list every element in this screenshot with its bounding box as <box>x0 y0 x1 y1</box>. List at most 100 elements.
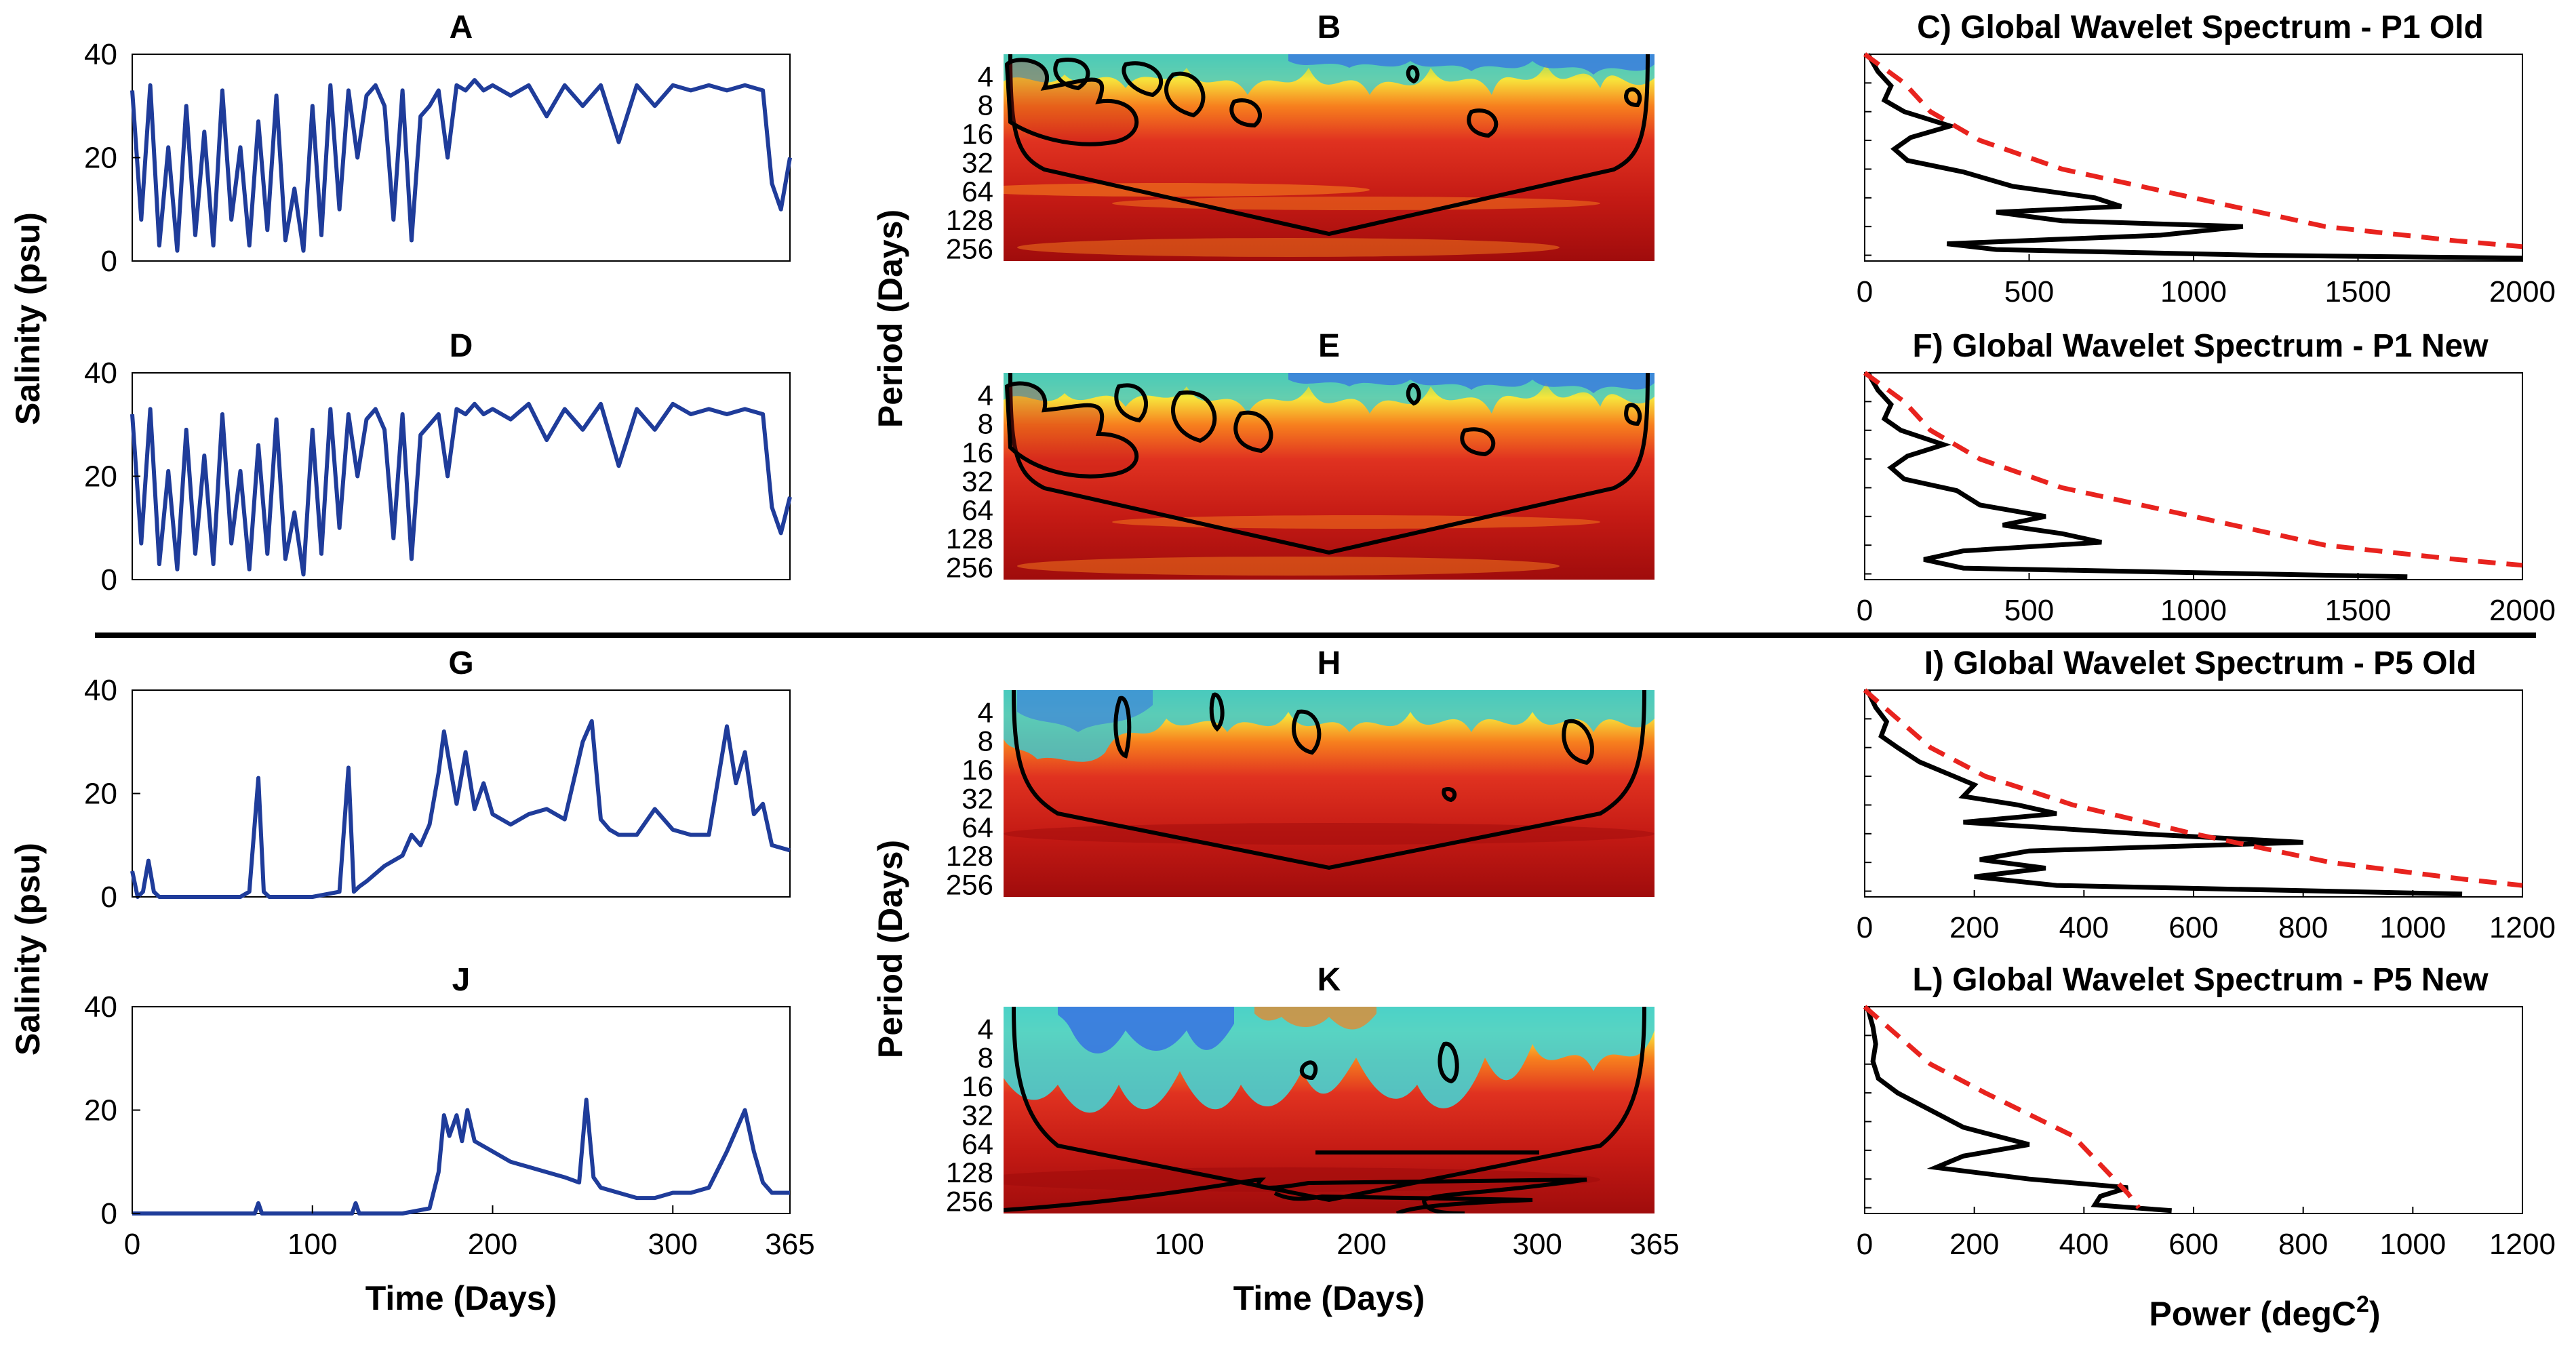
ytick-h-64: 64 <box>962 811 993 843</box>
series-g-salinity <box>130 719 791 899</box>
ytick-k-256: 256 <box>946 1186 993 1218</box>
ytick-b-256: 256 <box>946 233 993 265</box>
sig-contour-B-5 <box>1229 98 1262 128</box>
sig-contour-B-7 <box>1406 65 1420 84</box>
sig-contour-E-4 <box>1233 410 1273 454</box>
coi-E <box>1008 373 1650 555</box>
ytick-d-0: 0 <box>101 563 117 597</box>
series-i-significance <box>1863 688 2523 888</box>
ytick-g-20: 20 <box>84 778 117 811</box>
title-e: E <box>1318 328 1340 364</box>
xtick-l-400: 400 <box>2059 1228 2109 1261</box>
ytick-h-128: 128 <box>946 840 993 872</box>
ytick-h-8: 8 <box>978 725 993 757</box>
xtick-j-200: 200 <box>468 1228 517 1261</box>
ytick-j-0: 0 <box>101 1197 117 1230</box>
ytick-e-8: 8 <box>978 408 993 440</box>
sig-contour-K-2 <box>1438 1041 1459 1084</box>
time-xlabel-mid: Time (Days) <box>1233 1279 1425 1317</box>
xtick-c-2000: 2000 <box>2489 275 2556 308</box>
xtick-i-800: 800 <box>2278 911 2328 944</box>
sig-contour-B-2 <box>1053 58 1090 91</box>
sig-contour-H <box>1113 696 1132 759</box>
xtick-l-0: 0 <box>1857 1228 1873 1261</box>
title-g: G <box>448 645 473 681</box>
xtick-l-1200: 1200 <box>2489 1228 2556 1261</box>
xtick-k-300: 300 <box>1512 1228 1562 1261</box>
ytick-j-20: 20 <box>84 1094 117 1127</box>
frame-d <box>132 372 791 580</box>
xtick-f-500: 500 <box>2004 594 2054 627</box>
title-l: L) Global Wavelet Spectrum - P5 New <box>1912 962 2489 998</box>
xtick-f-2000: 2000 <box>2489 594 2556 627</box>
period-ylabel-top: Period (Days) <box>871 209 909 428</box>
sig-contour-B <box>1004 58 1139 146</box>
power-xlabel-sup: 2 <box>2356 1291 2369 1317</box>
xtick-i-400: 400 <box>2059 911 2109 944</box>
sig-contour-B-3 <box>1122 61 1164 98</box>
xtick-i-0: 0 <box>1857 911 1873 944</box>
title-a: A <box>450 9 473 45</box>
sig-contour-H-2 <box>1209 692 1225 732</box>
xtick-j-0: 0 <box>124 1228 140 1261</box>
series-a-salinity <box>130 78 792 253</box>
series-c-significance <box>1863 52 2523 249</box>
sig-contour-E-3 <box>1171 390 1217 443</box>
xtick-i-1200: 1200 <box>2489 911 2556 944</box>
sig-contour-H-5 <box>1442 787 1457 803</box>
title-b: B <box>1317 9 1341 45</box>
coi-H <box>1012 690 1646 870</box>
xtick-f-1000: 1000 <box>2160 594 2227 627</box>
ytick-e-32: 32 <box>962 465 993 497</box>
xtick-k-365: 365 <box>1629 1228 1679 1261</box>
ytick-b-16: 16 <box>962 118 993 150</box>
xtick-c-1000: 1000 <box>2160 275 2227 308</box>
xtick-j-100: 100 <box>288 1228 337 1261</box>
xtick-i-200: 200 <box>1949 911 1999 944</box>
power-xlabel-suffix: ) <box>2369 1295 2381 1333</box>
ytick-k-16: 16 <box>962 1070 993 1102</box>
sig-contour-B-8 <box>1624 87 1642 108</box>
period-ylabel-bottom: Period (Days) <box>871 840 909 1058</box>
ytick-g-40: 40 <box>84 674 117 707</box>
series-l-power <box>1865 1006 2172 1213</box>
ytick-j-40: 40 <box>84 990 117 1024</box>
xtick-c-1500: 1500 <box>2325 275 2392 308</box>
title-i: I) Global Wavelet Spectrum - P5 Old <box>1924 645 2476 681</box>
frame-g <box>132 689 791 898</box>
ytick-h-256: 256 <box>946 869 993 901</box>
ytick-b-128: 128 <box>946 204 993 236</box>
frame-a <box>132 54 791 262</box>
ytick-k-128: 128 <box>946 1157 993 1188</box>
xtick-f-1500: 1500 <box>2325 594 2392 627</box>
ytick-b-64: 64 <box>962 176 993 207</box>
title-j: J <box>452 962 471 998</box>
ytick-a-20: 20 <box>84 142 117 175</box>
sig-contour-E <box>1004 381 1139 479</box>
xtick-l-1000: 1000 <box>2379 1228 2446 1261</box>
ytick-a-40: 40 <box>84 38 117 71</box>
ytick-k-64: 64 <box>962 1128 993 1160</box>
ytick-e-16: 16 <box>962 437 993 468</box>
salinity-ylabel-bottom: Salinity (psu) <box>9 843 47 1056</box>
sig-contour-B-4 <box>1164 71 1206 118</box>
sig-contour-H-3 <box>1291 709 1322 755</box>
ytick-b-32: 32 <box>962 146 993 178</box>
xtick-f-0: 0 <box>1857 594 1873 627</box>
ytick-b-4: 4 <box>978 60 993 92</box>
xtick-j-365: 365 <box>765 1228 814 1261</box>
wavelet-contours-B <box>1004 54 1650 237</box>
wavelet-contours-K <box>1004 1007 1646 1213</box>
power-xlabel-prefix: Power (degC <box>2149 1295 2356 1333</box>
sig-contour-E-5 <box>1460 427 1496 457</box>
wavelet-contours-E <box>1004 373 1650 555</box>
power-xlabel: Power (degC2) <box>2149 1291 2380 1333</box>
ytick-d-40: 40 <box>84 357 117 390</box>
title-h: H <box>1317 645 1341 681</box>
ytick-d-20: 20 <box>84 460 117 494</box>
title-c: C) Global Wavelet Spectrum - P1 Old <box>1917 9 2484 45</box>
coi-K <box>1012 1007 1646 1203</box>
sig-contour-K <box>1299 1060 1318 1081</box>
sig-contour-H-4 <box>1562 719 1595 765</box>
